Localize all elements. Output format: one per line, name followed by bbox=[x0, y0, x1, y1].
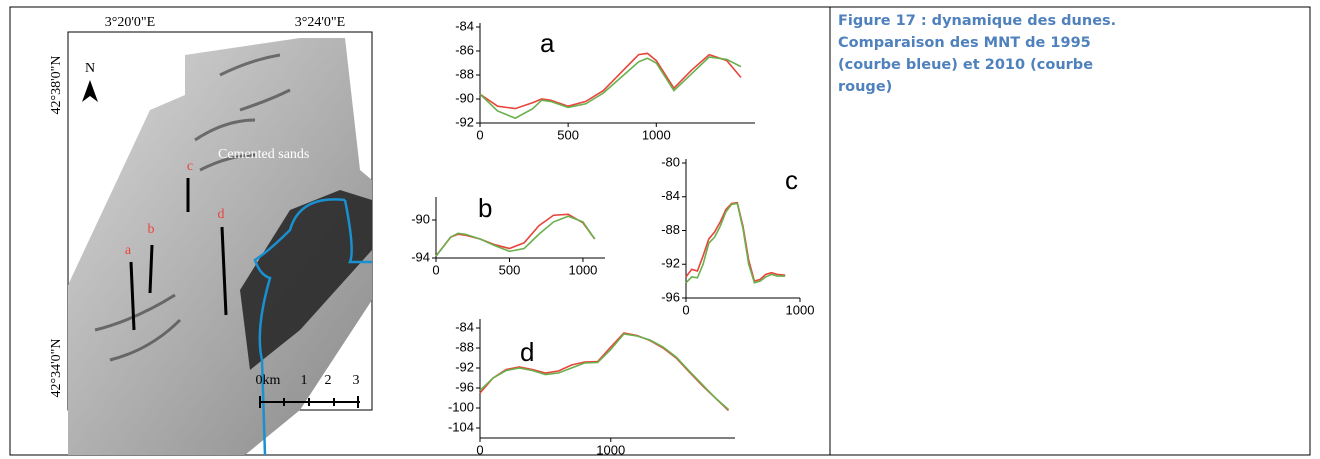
data-line bbox=[435, 213, 596, 257]
y-tick-label: -92 bbox=[455, 114, 474, 129]
data-line bbox=[479, 332, 730, 412]
x-tick-label: 0 bbox=[476, 127, 483, 142]
chart-title: a bbox=[540, 28, 555, 58]
profile-line bbox=[148, 244, 154, 294]
y-tick-label: -92 bbox=[455, 359, 474, 374]
scale-label: 3 bbox=[353, 373, 360, 388]
terrain-dark bbox=[240, 190, 372, 370]
scale-label: 0km bbox=[256, 373, 281, 388]
lon-label: 3°20'0"E bbox=[105, 15, 155, 30]
data-line bbox=[479, 333, 729, 411]
x-tick-label: 1000 bbox=[596, 442, 625, 457]
chart-title: b bbox=[478, 193, 492, 223]
scale-label: 2 bbox=[325, 373, 332, 388]
x-tick-label: 500 bbox=[557, 127, 579, 142]
x-tick-label: 500 bbox=[499, 262, 521, 277]
chart-title: c bbox=[785, 165, 798, 195]
y-tick-label: -94 bbox=[411, 249, 430, 264]
lon-label: 3°24'0"E bbox=[295, 15, 345, 30]
y-tick-label: -84 bbox=[455, 319, 474, 334]
profile-label: c bbox=[187, 159, 193, 174]
lat-label: 42°38'0"N bbox=[49, 56, 64, 115]
map: a b c d Cemented sands 3°20'0"E 3°24'0"E… bbox=[49, 15, 373, 456]
x-tick-label: 0 bbox=[682, 302, 689, 317]
chart-title: d bbox=[520, 337, 534, 367]
y-tick-label: -84 bbox=[455, 18, 474, 33]
profile-label: b bbox=[148, 222, 155, 237]
y-tick-label: -92 bbox=[661, 256, 680, 271]
y-tick-label: -84 bbox=[661, 188, 680, 203]
x-tick-label: 1000 bbox=[568, 262, 597, 277]
x-tick-label: 0 bbox=[476, 442, 483, 457]
scale-bar bbox=[259, 396, 360, 408]
y-tick-label: -96 bbox=[455, 379, 474, 394]
data-line bbox=[685, 202, 786, 284]
caption: Figure 17 : dynamique des dunes. Compara… bbox=[838, 13, 1117, 95]
x-tick-label: 0 bbox=[432, 262, 439, 277]
y-tick-label: -88 bbox=[455, 339, 474, 354]
profile-line bbox=[129, 261, 136, 331]
terrain bbox=[68, 38, 372, 455]
y-tick-label: -96 bbox=[661, 289, 680, 304]
north-label: N bbox=[85, 61, 95, 76]
coastline bbox=[253, 198, 372, 456]
profile-label: a bbox=[125, 243, 132, 258]
scale-label: 1 bbox=[301, 373, 308, 388]
x-tick-label: 1000 bbox=[642, 127, 671, 142]
data-line bbox=[685, 201, 786, 283]
annotation: Cemented sands bbox=[218, 147, 309, 162]
profile-label: d bbox=[218, 207, 225, 222]
table-border bbox=[9, 6, 1311, 456]
y-tick-label: -90 bbox=[455, 90, 474, 105]
north-arrow bbox=[82, 80, 98, 102]
y-tick-label: -80 bbox=[661, 154, 680, 169]
data-line bbox=[479, 56, 742, 120]
lat-label: 42°34'0"N bbox=[49, 339, 64, 398]
y-tick-label: -88 bbox=[661, 222, 680, 237]
y-tick-label: -90 bbox=[411, 211, 430, 226]
profile-line bbox=[220, 226, 228, 316]
y-tick-label: -88 bbox=[455, 66, 474, 81]
y-tick-label: -86 bbox=[455, 42, 474, 57]
x-tick-label: 1000 bbox=[786, 302, 815, 317]
data-line bbox=[479, 52, 742, 110]
y-tick-label: -104 bbox=[448, 419, 474, 434]
y-tick-label: -100 bbox=[448, 399, 474, 414]
dune-crests bbox=[94, 53, 291, 362]
data-line bbox=[435, 215, 596, 257]
